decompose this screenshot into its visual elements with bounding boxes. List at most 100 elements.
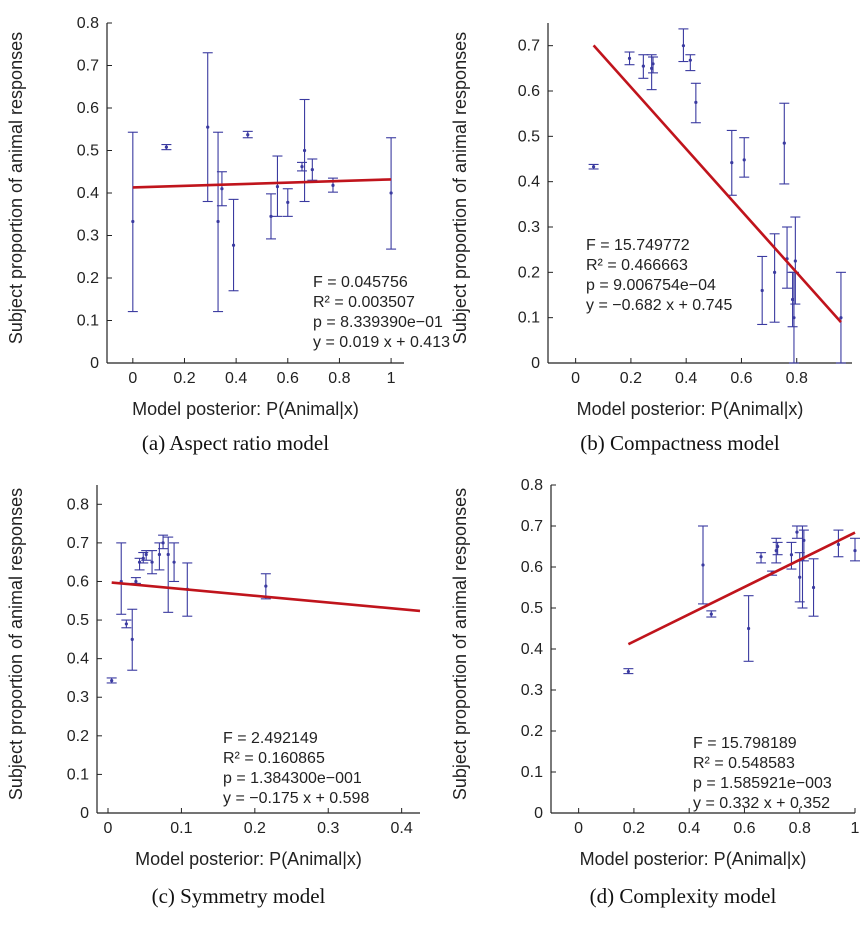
data-point xyxy=(782,141,786,145)
data-point xyxy=(269,214,273,218)
data-point xyxy=(839,316,843,320)
stats-line: p = 1.384300e−001 xyxy=(223,770,362,787)
data-point xyxy=(144,552,148,557)
y-axis-label: Subject proportion of animal responses xyxy=(6,32,26,344)
data-point xyxy=(389,191,393,195)
x-tick-label: 0.1 xyxy=(170,820,192,837)
data-point xyxy=(836,542,841,547)
data-point xyxy=(774,549,778,553)
y-tick-label: 0.5 xyxy=(521,600,543,617)
data-point xyxy=(709,612,713,616)
x-axis-label: Model posterior: P(Animal|x) xyxy=(577,399,804,419)
figure-caption: (a) Aspect ratio model xyxy=(142,431,329,455)
stats-line: R² = 0.003507 xyxy=(313,294,415,311)
stats-line: R² = 0.160865 xyxy=(223,750,325,767)
x-tick-label: 0.8 xyxy=(786,370,808,387)
y-tick-label: 0.1 xyxy=(77,313,99,330)
data-point xyxy=(742,158,746,162)
data-point xyxy=(802,538,806,542)
y-tick-label: 0.2 xyxy=(67,728,89,745)
data-point xyxy=(164,145,168,149)
y-tick-label: 0.4 xyxy=(77,185,99,202)
x-tick-label: 0.6 xyxy=(733,820,755,837)
y-tick-label: 0.5 xyxy=(77,143,99,160)
x-tick-label: 0 xyxy=(128,370,137,387)
x-tick-label: 0 xyxy=(104,820,113,837)
data-point xyxy=(681,44,686,48)
data-point xyxy=(130,637,134,641)
data-point xyxy=(150,560,154,564)
data-point xyxy=(641,64,645,68)
stats-line: F = 2.492149 xyxy=(223,730,318,747)
y-tick-label: 0.6 xyxy=(521,559,543,576)
y-tick-label: 0.8 xyxy=(67,496,89,513)
y-tick-label: 0.3 xyxy=(521,682,543,699)
data-point xyxy=(231,243,236,247)
y-tick-label: 0.3 xyxy=(518,219,540,236)
data-point xyxy=(790,297,795,302)
data-point xyxy=(172,560,176,564)
x-tick-label: 0.4 xyxy=(675,370,697,387)
x-tick-label: 0.4 xyxy=(391,820,413,837)
x-axis-label: Model posterior: P(Animal|x) xyxy=(135,849,362,869)
y-axis-label: Subject proportion of animal responses xyxy=(450,32,470,344)
y-tick-label: 0.1 xyxy=(67,766,89,783)
data-point xyxy=(141,556,145,560)
data-point xyxy=(310,168,314,172)
y-tick-label: 0.7 xyxy=(518,38,540,55)
regression-line xyxy=(627,531,856,646)
data-point xyxy=(134,579,138,584)
x-tick-label: 0.4 xyxy=(678,820,700,837)
data-point xyxy=(789,553,794,557)
stats-line: p = 9.006754e−04 xyxy=(586,277,716,294)
data-point xyxy=(760,288,764,293)
data-point xyxy=(795,530,799,534)
stats-line: R² = 0.548583 xyxy=(693,755,795,772)
x-axis-label: Model posterior: P(Animal|x) xyxy=(132,399,359,419)
y-tick-label: 0.2 xyxy=(77,270,99,287)
regression-line xyxy=(592,44,842,323)
x-tick-label: 0.2 xyxy=(173,370,195,387)
y-tick-label: 0.2 xyxy=(521,723,543,740)
y-tick-label: 0.3 xyxy=(67,689,89,706)
data-point xyxy=(798,575,802,579)
data-point xyxy=(264,584,268,588)
regression-line xyxy=(111,581,421,613)
y-tick-label: 0.5 xyxy=(518,128,540,145)
x-tick-label: 0.8 xyxy=(789,820,811,837)
data-point xyxy=(853,549,857,553)
data-point xyxy=(747,626,751,631)
x-tick-label: 0.6 xyxy=(277,370,299,387)
y-tick-label: 0.7 xyxy=(77,58,99,75)
y-tick-label: 0.6 xyxy=(518,83,540,100)
data-point xyxy=(694,100,698,104)
x-tick-label: 0.3 xyxy=(317,820,339,837)
data-point xyxy=(730,161,734,165)
data-point xyxy=(688,58,692,62)
x-tick-label: 0 xyxy=(574,820,583,837)
y-tick-label: 0 xyxy=(534,805,543,822)
y-tick-label: 0 xyxy=(80,805,89,822)
figure-caption: (d) Complexity model xyxy=(590,884,777,908)
x-tick-label: 0.2 xyxy=(623,820,645,837)
chart-panel-0: 0 0.2 0.4 0.6 0.8 1 0 0.1 0.2 0.3 0.4 0.5 0.6 0.7 0.8 M… xyxy=(6,15,450,455)
data-point xyxy=(300,165,304,169)
x-tick-label: 1 xyxy=(851,820,860,837)
y-tick-label: 0.4 xyxy=(521,641,543,658)
data-point xyxy=(157,552,161,557)
stats-line: F = 15.798189 xyxy=(693,735,797,752)
x-tick-label: 0.2 xyxy=(620,370,642,387)
x-tick-label: 0 xyxy=(571,370,580,387)
stats-line: y = −0.682 x + 0.745 xyxy=(586,297,732,314)
data-point xyxy=(793,259,797,263)
data-point xyxy=(166,552,170,557)
data-point xyxy=(773,270,777,274)
data-point xyxy=(626,669,630,674)
data-point xyxy=(220,187,224,191)
stats-line: p = 1.585921e−003 xyxy=(693,775,832,792)
stats-line: F = 15.749772 xyxy=(586,237,690,254)
y-axis-label: Subject proportion of animal responses xyxy=(450,488,470,800)
stats-line: y = 0.332 x + 0.352 xyxy=(693,795,830,812)
stats-line: R² = 0.466663 xyxy=(586,257,688,274)
